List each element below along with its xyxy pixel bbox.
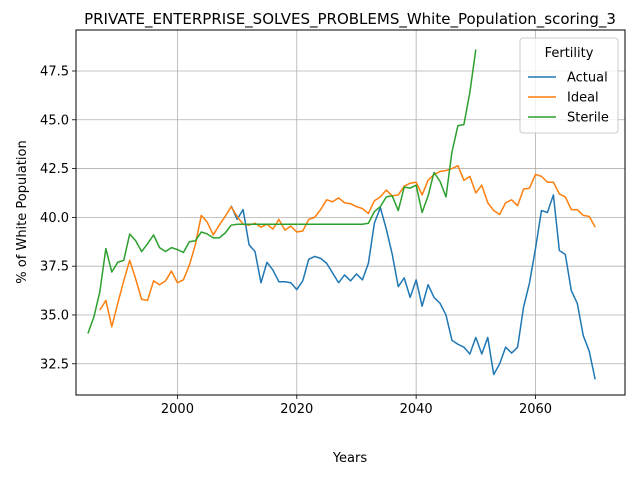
y-tick-label: 47.5 xyxy=(40,64,69,79)
y-tick-label: 32.5 xyxy=(40,357,69,372)
x-axis-label: Years xyxy=(332,451,368,466)
y-tick-label: 35.0 xyxy=(40,308,69,323)
legend: Fertility Actual Ideal Sterile xyxy=(520,38,618,133)
legend-label-actual: Actual xyxy=(567,71,608,86)
legend-label-sterile: Sterile xyxy=(567,111,609,126)
x-tick-label: 2000 xyxy=(161,402,194,417)
legend-label-ideal: Ideal xyxy=(567,91,599,106)
legend-title: Fertility xyxy=(545,46,594,61)
x-tick-label: 2060 xyxy=(519,402,552,417)
y-tick-label: 37.5 xyxy=(40,260,69,275)
x-tick-label: 2040 xyxy=(400,402,433,417)
y-axis-label: % of White Population xyxy=(15,140,30,283)
x-tick-label: 2020 xyxy=(280,402,313,417)
chart-title: PRIVATE_ENTERPRISE_SOLVES_PROBLEMS_White… xyxy=(84,10,616,29)
y-tick-label: 45.0 xyxy=(40,113,69,128)
y-tick-label: 42.5 xyxy=(40,162,69,177)
y-tick-label: 40.0 xyxy=(40,211,69,226)
